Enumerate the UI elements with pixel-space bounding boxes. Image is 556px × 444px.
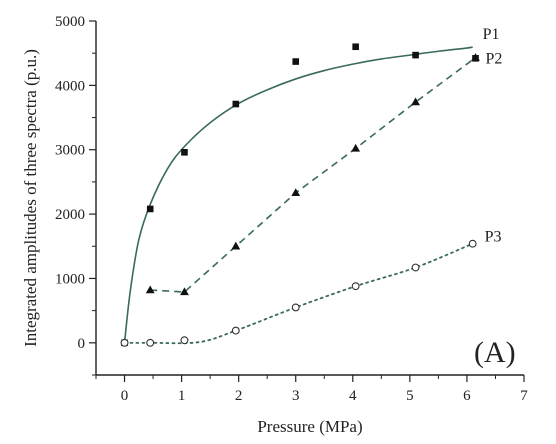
y-tick-label: 3000	[55, 143, 85, 159]
axes: 0 1 2 3 4 5 6 7 0 1000 2000 3000 4000 5000	[55, 14, 528, 404]
series-p2: P2	[145, 51, 502, 296]
data-point-p2	[180, 287, 189, 296]
data-point-p1	[181, 149, 188, 156]
panel-label: (A)	[474, 336, 516, 369]
series-p1: P1	[121, 26, 500, 347]
data-point-p3	[231, 326, 240, 335]
y-tick-label: 5000	[55, 14, 85, 30]
data-point-p3	[180, 336, 189, 345]
x-tick-label: 6	[463, 388, 471, 404]
data-point-p2	[471, 53, 480, 61]
data-point-p2	[411, 97, 420, 106]
data-point-p2	[145, 285, 155, 294]
data-point-p3	[146, 338, 155, 347]
y-tick-label: 1000	[55, 271, 85, 287]
data-point-p1	[412, 51, 419, 59]
data-point-p3	[351, 282, 360, 291]
series-p3: P3	[120, 229, 502, 347]
data-point-p2	[291, 188, 301, 197]
x-tick-label: 0	[121, 388, 129, 404]
data-point-p3	[411, 263, 420, 272]
x-axis-label: Pressure (MPa)	[257, 417, 362, 436]
series-line-p2	[150, 57, 476, 293]
y-tick-label: 0	[78, 336, 86, 352]
data-point-p3	[120, 338, 129, 347]
data-point-p1	[146, 205, 154, 213]
y-axis-label: Integrated amplitudes of three spectra (…	[21, 49, 40, 347]
data-point-p1	[352, 43, 359, 51]
data-point-p1	[232, 100, 240, 108]
series-label-p1: P1	[483, 26, 500, 43]
y-tick-label: 2000	[55, 207, 85, 223]
x-tick-label: 1	[178, 388, 186, 404]
x-tick-label: 3	[292, 388, 300, 404]
y-tick-label: 4000	[55, 78, 85, 94]
data-point-p1	[292, 58, 300, 65]
x-tick-label: 2	[235, 388, 243, 404]
data-point-p2	[351, 143, 361, 152]
series-label-p2: P2	[485, 51, 502, 68]
series-label-p3: P3	[485, 229, 502, 246]
x-tick-label: 5	[406, 388, 414, 404]
data-point-p3	[291, 303, 300, 312]
series-layer: P1 P2 P3	[120, 26, 502, 347]
data-point-p2	[231, 241, 241, 250]
x-tick-label: 4	[349, 388, 357, 404]
data-point-p3	[468, 239, 477, 248]
x-tick-label: 7	[520, 388, 528, 404]
series-line-p3	[123, 242, 474, 345]
